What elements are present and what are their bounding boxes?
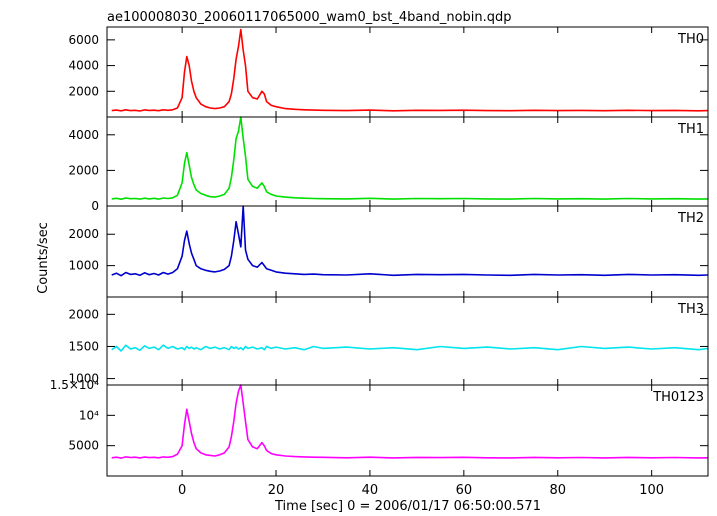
x-tick-label: 20 [268, 483, 285, 498]
panel-label: TH0123 [652, 390, 704, 405]
y-tick-label: 2000 [68, 84, 99, 98]
y-tick-label: 4000 [68, 128, 99, 142]
panel-th1: TH1 0 2000 4000 [68, 116, 709, 213]
y-tick-label: 1.5×10⁴ [50, 378, 99, 392]
panel-label: TH3 [677, 302, 704, 317]
figure-title: ae100008030_20060117065000_wam0_bst_4ban… [107, 10, 512, 25]
y-tick-label: 2000 [68, 307, 99, 321]
panel-frame [106, 296, 709, 386]
series-line-th0 [111, 28, 709, 112]
y-tick-label: 0 [91, 199, 99, 213]
y-tick-label: 2000 [68, 163, 99, 177]
y-tick-label: 1000 [68, 372, 99, 386]
x-tick-label: 0 [178, 483, 186, 498]
series-line-th0123 [111, 384, 709, 459]
x-tick-label: 40 [362, 483, 379, 498]
y-tick-label: 5000 [68, 439, 99, 453]
panel-frame [106, 384, 709, 477]
y-tick-label: 2000 [68, 227, 99, 241]
panel-th0: TH0 2000 4000 6000 [68, 26, 709, 118]
panel-label: TH0 [677, 32, 704, 47]
panel-th3: TH3 1000 1500 2000 [68, 296, 709, 386]
y-tick-label: 10⁴ [79, 408, 99, 422]
series-line-th1 [111, 116, 709, 200]
x-tick-label: 60 [456, 483, 473, 498]
panel-frame [106, 116, 709, 207]
panel-frame [106, 205, 709, 298]
x-axis-label: Time [sec] 0 = 2006/01/17 06:50:00.571 [274, 499, 541, 514]
x-tick-label: 80 [549, 483, 566, 498]
panel-label: TH1 [677, 122, 704, 137]
panel-label: TH2 [677, 211, 704, 226]
y-tick-label: 1500 [68, 339, 99, 353]
y-tick-label: 6000 [68, 33, 99, 47]
panel-frame [106, 26, 709, 118]
y-tick-label: 1000 [68, 259, 99, 273]
series-line-th3 [111, 344, 709, 352]
y-axis-label: Counts/sec [36, 222, 51, 294]
x-tick-label: 100 [639, 483, 664, 498]
panels-group: TH0200040006000TH1020004000TH210002000TH… [50, 26, 709, 498]
panel-th0123: TH0123 5000 10⁴ 1.5×10⁴ [50, 378, 709, 477]
series-line-th2 [111, 205, 709, 277]
panel-th2: TH2 1000 2000 [68, 205, 709, 298]
y-tick-label: 4000 [68, 59, 99, 73]
